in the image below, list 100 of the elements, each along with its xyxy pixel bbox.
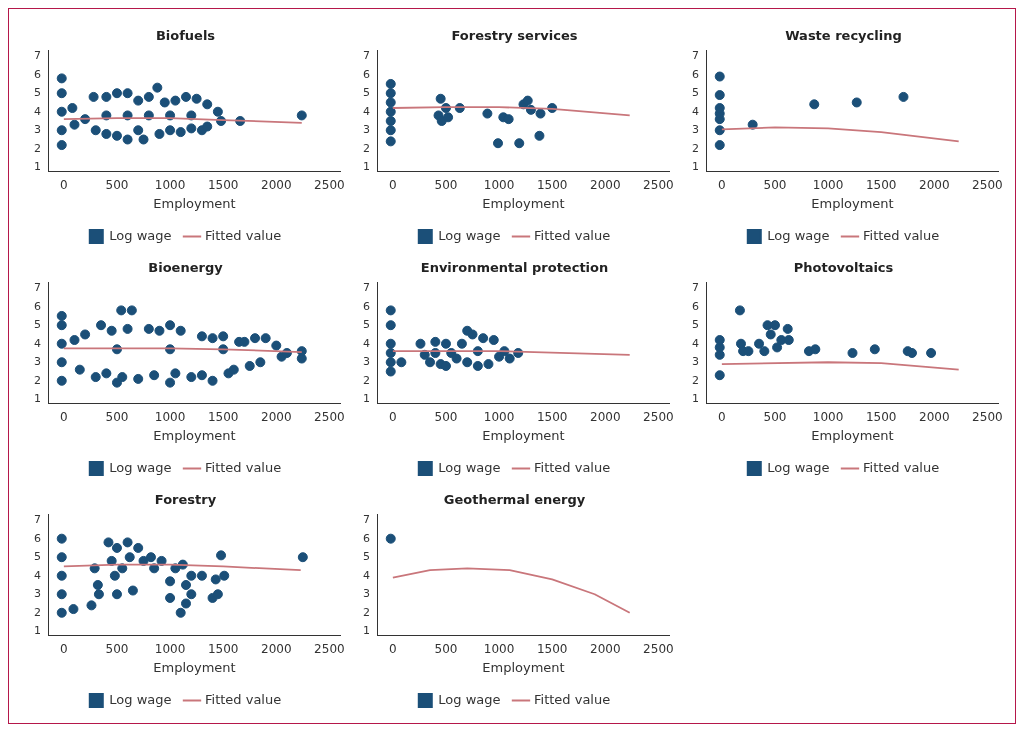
y-tick-label: 3 xyxy=(363,587,370,601)
point xyxy=(170,368,181,379)
point xyxy=(92,579,103,590)
point xyxy=(165,377,176,388)
point xyxy=(196,570,207,581)
point xyxy=(86,600,97,611)
y-tick-label: 7 xyxy=(363,281,370,295)
x-tick-label: 1500 xyxy=(536,642,568,657)
point xyxy=(212,106,223,117)
y-tick-label: 7 xyxy=(34,281,41,295)
point xyxy=(255,357,266,368)
y-tick-label: 1 xyxy=(692,160,699,174)
x-tick-label: 1500 xyxy=(207,410,239,425)
point xyxy=(101,128,112,139)
point xyxy=(149,370,160,381)
point xyxy=(754,338,765,349)
point xyxy=(56,375,67,386)
point xyxy=(154,128,165,139)
x-axis-title: Employment xyxy=(482,659,565,675)
chart-title: Environmental protection xyxy=(420,260,609,276)
y-tick-label: 3 xyxy=(363,355,370,369)
point xyxy=(534,130,545,141)
point xyxy=(385,78,396,89)
point xyxy=(196,331,207,342)
y-tick-label: 1 xyxy=(363,624,370,638)
legend-label: Fitted value xyxy=(862,227,940,243)
legend-label: Log wage xyxy=(109,691,172,707)
x-tick-label: 2500 xyxy=(643,642,674,657)
x-tick-label: 2500 xyxy=(314,178,345,193)
y-tick-label: 4 xyxy=(363,104,370,118)
x-axis-title: Employment xyxy=(153,427,236,443)
point xyxy=(56,338,67,349)
y-tick-label: 1 xyxy=(34,624,41,638)
point xyxy=(175,325,186,336)
x-tick-label: 2000 xyxy=(261,410,292,425)
point xyxy=(482,108,493,119)
legend-label: Fitted value xyxy=(204,227,282,243)
y-tick-label: 4 xyxy=(363,336,370,350)
x-tick-label: 1500 xyxy=(536,410,568,425)
x-tick-label: 2500 xyxy=(314,410,345,425)
x-axis-title: Employment xyxy=(153,195,236,211)
point xyxy=(68,604,79,615)
y-tick-label: 1 xyxy=(692,392,699,406)
point xyxy=(216,550,227,561)
point xyxy=(67,103,78,114)
point xyxy=(56,125,67,136)
chart-title: Forestry services xyxy=(451,28,578,44)
y-tick-label: 7 xyxy=(34,49,41,63)
x-tick-label: 2000 xyxy=(919,410,950,425)
point xyxy=(440,338,451,349)
x-tick-label: 0 xyxy=(389,642,397,657)
point xyxy=(734,305,745,316)
point xyxy=(714,140,725,151)
point xyxy=(133,95,144,106)
y-tick-label: 3 xyxy=(692,123,699,137)
point xyxy=(385,125,396,136)
point xyxy=(122,537,133,548)
point xyxy=(385,320,396,331)
y-tick-label: 1 xyxy=(363,160,370,174)
point xyxy=(385,115,396,126)
point xyxy=(56,88,67,99)
y-tick-label: 5 xyxy=(34,318,41,332)
point xyxy=(124,552,135,563)
y-tick-label: 7 xyxy=(692,281,699,295)
x-tick-label: 1500 xyxy=(207,178,239,193)
point xyxy=(138,134,149,145)
point xyxy=(69,335,80,346)
y-tick-label: 3 xyxy=(34,123,41,137)
legend-label: Fitted value xyxy=(533,691,611,707)
x-tick-label: 1000 xyxy=(154,410,186,425)
point xyxy=(126,305,137,316)
point xyxy=(117,372,128,383)
point xyxy=(145,552,156,563)
x-tick-label: 1000 xyxy=(812,178,844,193)
y-tick-label: 1 xyxy=(363,392,370,406)
x-tick-label: 1000 xyxy=(154,178,186,193)
x-tick-label: 2500 xyxy=(972,410,1003,425)
x-tick-label: 1000 xyxy=(483,642,515,657)
x-tick-label: 1500 xyxy=(865,178,897,193)
point xyxy=(133,542,144,553)
x-tick-label: 2500 xyxy=(643,178,674,193)
point xyxy=(385,357,396,368)
point xyxy=(851,97,862,108)
point xyxy=(56,310,67,321)
point xyxy=(772,342,783,353)
point xyxy=(56,73,67,84)
point xyxy=(483,359,494,370)
x-tick-label: 1500 xyxy=(536,178,568,193)
point xyxy=(175,127,186,138)
point xyxy=(133,373,144,384)
point xyxy=(385,366,396,377)
point xyxy=(165,125,176,136)
legend-label: Log wage xyxy=(438,227,501,243)
point xyxy=(467,329,478,340)
chart-title: Biofuels xyxy=(155,28,216,44)
point xyxy=(385,106,396,117)
point xyxy=(462,357,473,368)
point xyxy=(165,592,176,603)
point xyxy=(396,357,407,368)
point xyxy=(385,88,396,99)
